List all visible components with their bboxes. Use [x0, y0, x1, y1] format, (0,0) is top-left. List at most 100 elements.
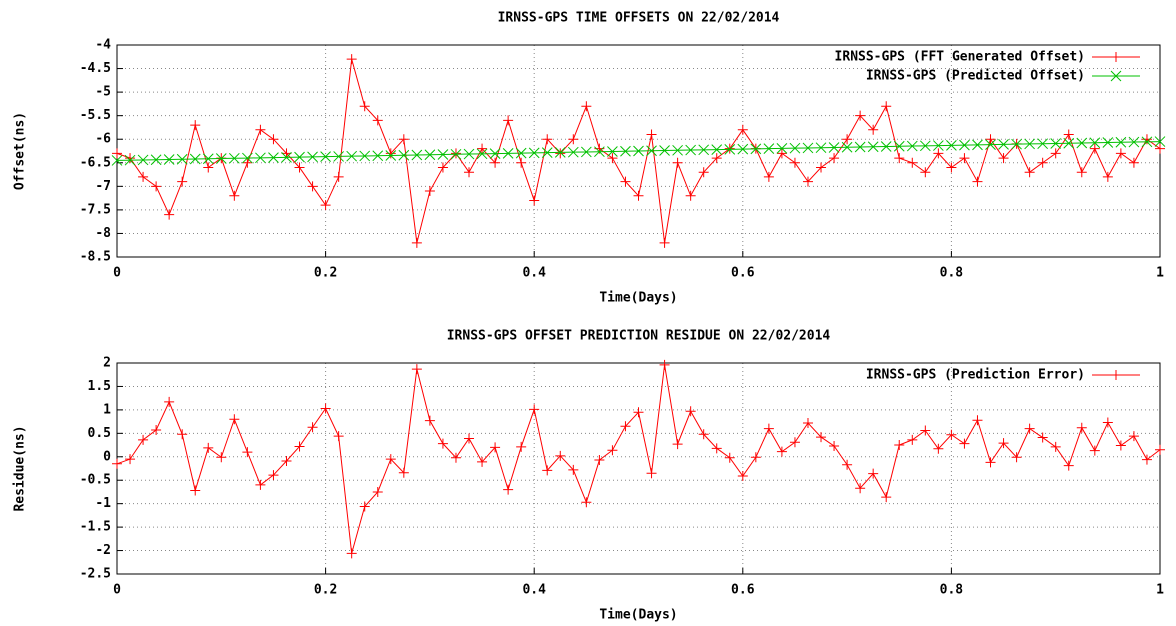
data-point — [1050, 441, 1061, 452]
x-tick-label: 0.8 — [940, 266, 964, 281]
x-tick-label: 0.4 — [522, 583, 546, 598]
data-point — [907, 434, 918, 445]
data-point — [242, 152, 253, 164]
y-tick-label: 2 — [103, 356, 111, 371]
data-point — [1115, 440, 1126, 451]
data-point — [424, 186, 435, 197]
y-tick-label: -4.5 — [80, 61, 111, 76]
data-point — [242, 157, 253, 168]
data-point — [424, 149, 436, 161]
data-point — [894, 153, 905, 164]
data-point — [646, 129, 657, 140]
data-point — [151, 425, 162, 436]
data-point — [724, 452, 735, 463]
data-point — [1063, 460, 1074, 471]
y-tick-label: -8.5 — [80, 250, 111, 265]
data-point — [1063, 129, 1074, 140]
data-point — [216, 452, 227, 463]
data-point — [724, 143, 736, 155]
data-point — [294, 441, 305, 452]
data-point — [359, 501, 370, 512]
data-point — [372, 486, 383, 497]
y-tick-label: 0 — [103, 449, 111, 464]
y-tick-label: -2 — [95, 543, 111, 558]
data-point — [1076, 137, 1088, 149]
data-point — [568, 134, 579, 145]
data-point — [750, 452, 761, 463]
data-point — [281, 152, 292, 163]
data-point — [385, 150, 397, 161]
data-point — [750, 143, 762, 155]
data-point — [815, 142, 827, 154]
data-point — [1155, 143, 1165, 154]
data-point — [320, 151, 331, 163]
data-point — [112, 148, 122, 159]
data-point — [255, 479, 266, 490]
data-point — [568, 464, 579, 475]
data-point — [763, 143, 775, 154]
data-point — [503, 115, 514, 126]
data-point — [477, 143, 488, 154]
data-point — [776, 148, 787, 159]
data-point — [1089, 143, 1100, 154]
data-point — [1128, 431, 1139, 442]
data-point — [737, 471, 748, 482]
data-point — [112, 458, 122, 469]
data-point — [1024, 423, 1035, 434]
y-tick-label: 1.5 — [88, 379, 111, 394]
data-point — [1011, 138, 1022, 150]
y-tick-label: -1.5 — [80, 520, 111, 535]
y-axis-label: Residue(ns) — [13, 425, 28, 511]
data-point — [972, 415, 983, 426]
data-point — [450, 452, 461, 463]
data-point — [202, 153, 214, 165]
data-point — [1141, 136, 1153, 148]
data-point — [450, 148, 461, 159]
data-point — [437, 162, 448, 173]
data-point — [776, 143, 788, 154]
data-point — [933, 148, 944, 159]
data-point — [737, 143, 749, 155]
plot-frame — [116, 362, 1161, 575]
data-point — [1102, 137, 1114, 148]
data-point — [711, 153, 722, 164]
legend-marker — [1110, 70, 1122, 82]
data-point — [255, 124, 266, 135]
data-point — [855, 483, 866, 494]
chart-title: IRNSS-GPS TIME OFFSETS ON 22/02/2014 — [498, 11, 780, 26]
data-point — [125, 454, 136, 465]
data-point — [907, 157, 918, 168]
data-point — [516, 441, 527, 452]
data-point — [477, 456, 488, 467]
y-tick-label: -4 — [95, 38, 111, 53]
data-point — [255, 152, 266, 164]
data-point — [307, 181, 318, 192]
data-point — [1141, 134, 1152, 145]
data-point — [150, 154, 162, 166]
data-point — [372, 115, 383, 126]
data-point — [620, 421, 631, 432]
data-point — [203, 162, 214, 173]
data-point — [125, 153, 136, 164]
data-point — [490, 442, 501, 453]
y-tick-label: -6 — [95, 132, 111, 147]
y-tick-label: -7 — [95, 179, 111, 194]
data-point — [111, 155, 123, 166]
data-point — [242, 447, 253, 458]
data-point — [1154, 136, 1166, 147]
data-point — [1050, 148, 1061, 159]
data-point — [542, 465, 553, 476]
y-tick-label: -0.5 — [80, 473, 111, 488]
data-point — [1011, 452, 1022, 463]
y-tick-label: 1 — [103, 402, 111, 417]
data-point — [659, 237, 670, 248]
data-point — [229, 190, 240, 201]
data-point — [1102, 171, 1113, 182]
data-point — [1115, 136, 1127, 148]
data-point — [789, 157, 800, 168]
data-point — [476, 148, 488, 160]
data-point — [1037, 432, 1048, 443]
data-point — [529, 195, 540, 206]
data-point — [959, 438, 970, 449]
